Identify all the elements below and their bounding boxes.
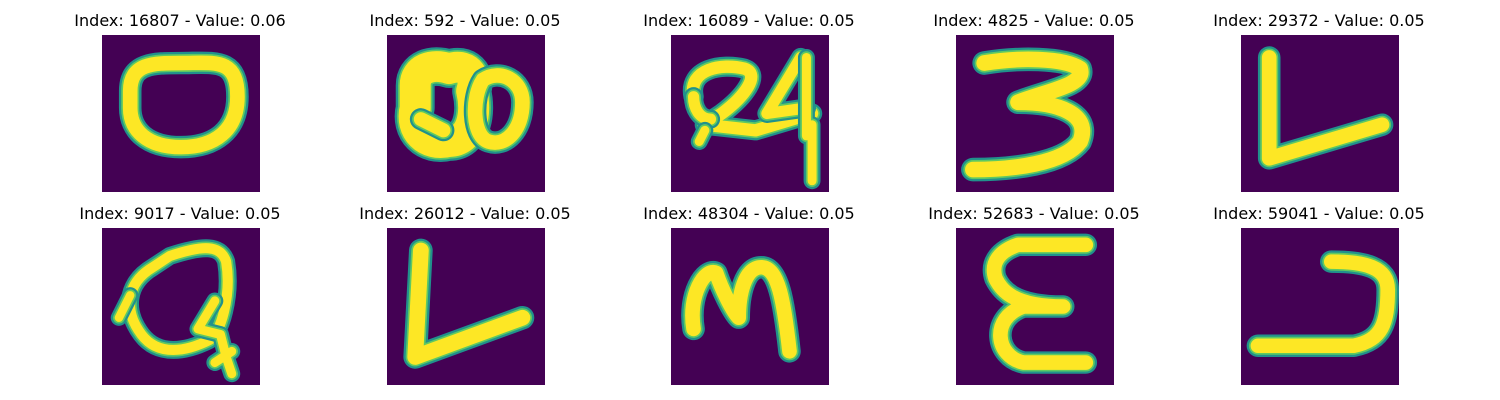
panel-3: Index: 16089 - Value: 0.05 bbox=[619, 11, 879, 193]
panel-title: Index: 16807 - Value: 0.06 bbox=[74, 11, 286, 30]
glyph-stroke bbox=[114, 291, 135, 322]
glyph-stroke bbox=[687, 91, 717, 125]
image-background bbox=[1241, 228, 1399, 385]
panel-2: Index: 592 - Value: 0.05 bbox=[335, 11, 595, 193]
glyph-q bbox=[102, 228, 260, 385]
glyph-stroke bbox=[407, 242, 531, 365]
panel-title: Index: 29372 - Value: 0.05 bbox=[1213, 11, 1425, 30]
panel-image bbox=[387, 228, 545, 385]
glyph-stroke bbox=[801, 52, 817, 186]
glyph-stroke bbox=[122, 55, 245, 155]
glyph-stroke bbox=[1261, 50, 1390, 166]
panel-title: Index: 59041 - Value: 0.05 bbox=[1213, 204, 1425, 223]
glyph-blob bbox=[387, 35, 545, 192]
panel-title: Index: 52683 - Value: 0.05 bbox=[928, 204, 1140, 223]
glyph-stroke bbox=[1250, 254, 1396, 354]
glyph-o bbox=[102, 35, 260, 192]
glyph-l2 bbox=[387, 228, 545, 385]
panel-9: Index: 52683 - Value: 0.05 bbox=[904, 204, 1164, 386]
panel-image bbox=[671, 35, 829, 192]
panel-image bbox=[956, 228, 1114, 385]
panel-7: Index: 26012 - Value: 0.05 bbox=[335, 204, 595, 386]
panel-image bbox=[102, 228, 260, 385]
panel-title: Index: 16089 - Value: 0.05 bbox=[643, 11, 855, 30]
glyph-3 bbox=[956, 35, 1114, 192]
panel-4: Index: 4825 - Value: 0.05 bbox=[904, 11, 1164, 193]
glyph-stroke bbox=[965, 51, 1091, 178]
panel-6: Index: 9017 - Value: 0.05 bbox=[50, 204, 310, 386]
panel-image bbox=[387, 35, 545, 192]
glyph-stroke bbox=[193, 296, 237, 379]
glyph-stroke bbox=[761, 51, 813, 120]
glyph-e bbox=[956, 228, 1114, 385]
panel-image bbox=[102, 35, 260, 192]
panel-image bbox=[956, 35, 1114, 192]
glyph-m bbox=[671, 228, 829, 385]
panel-1: Index: 16807 - Value: 0.06 bbox=[50, 11, 310, 193]
panel-image bbox=[671, 228, 829, 385]
glyph-stroke bbox=[694, 125, 710, 147]
panel-title: Index: 48304 - Value: 0.05 bbox=[643, 204, 855, 223]
panel-title: Index: 26012 - Value: 0.05 bbox=[359, 204, 571, 223]
panel-title: Index: 4825 - Value: 0.05 bbox=[933, 11, 1135, 30]
panel-title: Index: 592 - Value: 0.05 bbox=[369, 11, 561, 30]
panel-title: Index: 9017 - Value: 0.05 bbox=[79, 204, 281, 223]
glyph-24 bbox=[671, 35, 829, 192]
glyph-l bbox=[1241, 35, 1399, 192]
glyph-u bbox=[1241, 228, 1399, 385]
panel-8: Index: 48304 - Value: 0.05 bbox=[619, 204, 879, 386]
panel-10: Index: 59041 - Value: 0.05 bbox=[1189, 204, 1449, 386]
glyph-stroke bbox=[467, 68, 530, 150]
glyph-stroke bbox=[685, 259, 797, 359]
panel-image bbox=[1241, 35, 1399, 192]
glyph-stroke bbox=[986, 237, 1094, 370]
glyph-stroke bbox=[686, 60, 819, 137]
glyph-stroke bbox=[413, 112, 451, 138]
panel-5: Index: 29372 - Value: 0.05 bbox=[1189, 11, 1449, 193]
panel-image bbox=[1241, 228, 1399, 385]
